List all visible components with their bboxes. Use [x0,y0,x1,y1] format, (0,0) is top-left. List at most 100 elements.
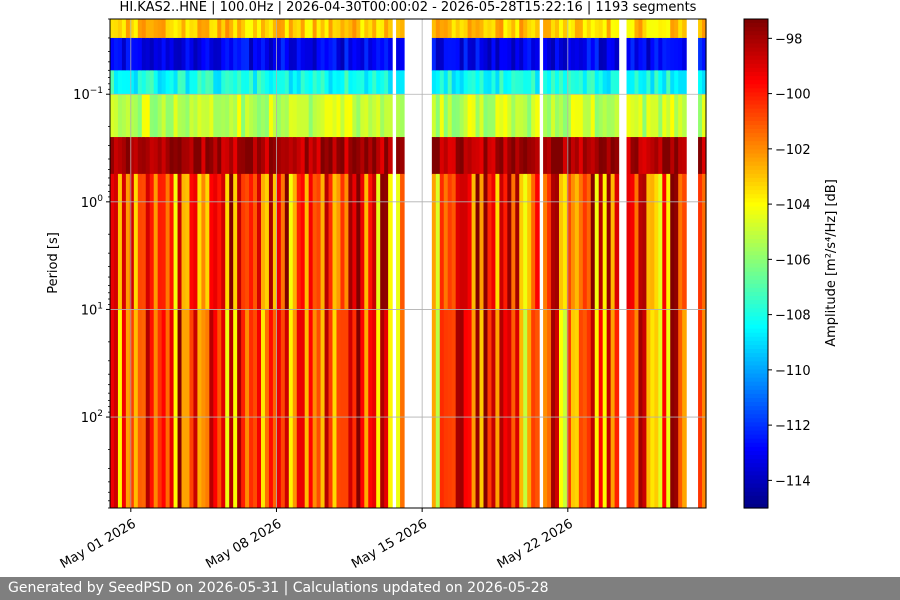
heatmap-cell [304,309,310,509]
heatmap-cell [380,94,385,138]
heatmap-cell [121,37,127,71]
heatmap-cell [113,19,119,39]
heatmap-cell [503,37,508,71]
heatmap-cell [257,173,262,310]
heatmap-cell [185,173,191,310]
heatmap-cell [185,70,191,95]
heatmap-cell [233,19,238,39]
heatmap-cell [566,94,572,138]
heatmap-cell [638,70,644,95]
heatmap-cell [268,94,274,138]
heatmap-cell [531,70,536,95]
heatmap-cell [455,19,461,39]
heatmap-cell [574,19,580,39]
heatmap-cell [614,173,620,310]
heatmap-cell [137,173,143,310]
heatmap-cell [598,137,604,175]
heatmap-cell [626,37,632,71]
y-axis-ticks: 10−1 100 101 102 [73,18,110,509]
heatmap-cell [324,309,330,509]
heatmap-cell [348,37,353,71]
heatmap-cell [515,37,520,71]
heatmap-cell [531,137,536,175]
heatmap-cell [666,173,671,310]
colorbar-segment [744,426,768,432]
heatmap-cell [352,173,357,310]
heatmap-cell [451,94,457,138]
heatmap-cell [507,309,512,509]
heatmap-cell [237,94,242,138]
heatmap-cell [348,173,353,310]
heatmap-cell [467,173,473,310]
heatmap-cell [177,173,183,310]
heatmap-cell [578,70,584,95]
heatmap-cell [221,173,226,310]
colorbar-segment [744,397,768,403]
heatmap-cell [360,19,365,39]
heatmap-cell [507,70,512,95]
heatmap-cell [670,309,675,509]
heatmap-cell [157,19,163,39]
y-axis-label: Period [s] [46,232,61,294]
heatmap-cell [117,309,123,509]
heatmap-cell [439,137,445,175]
heatmap-cell [527,173,532,310]
heatmap-cell [260,19,266,39]
heatmap-cell [507,37,512,71]
heatmap-cell [113,94,119,138]
heatmap-cell [272,309,278,509]
heatmap-cell [368,137,373,175]
footer-text: Generated by SeedPSD on 2026-05-31 | Cal… [8,580,549,596]
heatmap-cell [630,309,636,509]
colorbar-segment [744,283,768,289]
heatmap-cell [555,137,560,175]
heatmap-cell [332,19,338,39]
heatmap-cell [328,70,334,95]
heatmap-cell [129,137,135,175]
heatmap-cell [396,37,401,71]
heatmap-cell [312,173,318,310]
heatmap-cell [527,309,532,509]
heatmap-cell [507,94,512,138]
heatmap-cell [253,19,258,39]
heatmap-cell [670,137,675,175]
heatmap-cell [602,19,608,39]
heatmap-cell [487,309,493,509]
heatmap-cell [217,309,222,509]
heatmap-cell [491,94,497,138]
heatmap-cell [213,37,218,71]
colorbar-segment [744,503,768,509]
heatmap-cell [376,137,381,175]
heatmap-cell [201,94,206,138]
heatmap-cell [324,37,330,71]
heatmap-cell [276,94,282,138]
heatmap-cell [380,19,385,39]
heatmap-cell [332,173,338,310]
heatmap-cell [527,19,532,39]
heatmap-cell [264,70,270,95]
colorbar-segment [744,381,768,387]
heatmap-cell [292,173,298,310]
heatmap-cell [201,137,206,175]
heatmap-cell [451,19,457,39]
heatmap-cell [193,94,199,138]
heatmap-cell [491,309,497,509]
heatmap-cell [467,70,473,95]
heatmap-cell [149,309,155,509]
heatmap-cell [547,309,552,509]
heatmap-cell [535,70,540,95]
heatmap-cell [658,137,663,175]
heatmap-cell [161,70,167,95]
heatmap-cell [543,309,548,509]
heatmap-cell [165,94,171,138]
colorbar-segment [744,202,768,208]
heatmap-cell [487,173,493,310]
colorbar-segment [744,418,768,424]
colorbar-segment [744,393,768,399]
heatmap-cell [471,173,477,310]
heatmap-cell [368,70,373,95]
heatmap-cell [698,94,703,138]
heatmap-cell [352,94,357,138]
heatmap-cell [543,137,548,175]
heatmap-cell [682,70,687,95]
